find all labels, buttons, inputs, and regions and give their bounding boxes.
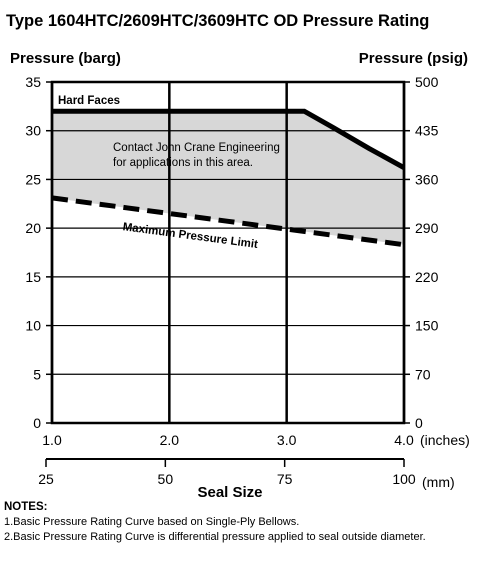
y-left-tick-label: 25: [25, 171, 41, 187]
max-pressure-limit-line: [51, 195, 405, 248]
y-left-tick-label: 0: [33, 415, 41, 431]
x-mm-tick-label: 50: [158, 471, 174, 487]
x-inch-tick-label: 3.0: [277, 432, 297, 448]
pressure-rating-chart: Type 1604HTC/2609HTC/3609HTC OD Pressure…: [6, 12, 470, 500]
y-left-tick-label: 15: [25, 269, 41, 285]
chart-title: Type 1604HTC/2609HTC/3609HTC OD Pressure…: [6, 12, 429, 30]
series-label-hard-faces: Hard Faces: [58, 95, 120, 107]
y-left-tick-label: 20: [25, 220, 41, 236]
y-right-tick-label: 150: [415, 318, 439, 334]
plot-border: [50, 80, 406, 425]
y-right-ticks: 0 70 150 220 290 360 435 500: [404, 74, 439, 431]
x-axis-label: Seal Size: [197, 484, 262, 500]
y-left-tick-label: 5: [33, 366, 41, 382]
note-2: 2.Basic Pressure Rating Curve is differe…: [4, 531, 426, 543]
shaded-region: [52, 111, 404, 245]
y-right-tick-label: 290: [415, 220, 439, 236]
y-left-ticks: 0 5 10 15 20 25 30 35: [25, 74, 52, 431]
y-right-tick-label: 360: [415, 171, 439, 187]
y-left-tick-label: 30: [25, 123, 41, 139]
x-top-ticks: 1.0 2.0 3.0 4.0: [42, 432, 414, 448]
x-mm-tick-label: 75: [277, 471, 293, 487]
y-axis-left-label: Pressure (barg): [10, 50, 121, 67]
note-1: 1.Basic Pressure Rating Curve based on S…: [4, 516, 300, 528]
y-axis-right-label: Pressure (psig): [359, 50, 468, 67]
annotation-line-2: for applications in this area.: [113, 157, 253, 169]
x-mm-tick-label: 25: [38, 471, 54, 487]
x-inch-tick-label: 1.0: [42, 432, 62, 448]
x-unit-inches: (inches): [420, 432, 470, 448]
x-bottom-ticks: 25 50 75 100: [38, 458, 416, 487]
notes-heading: NOTES:: [4, 501, 48, 513]
annotation-line-1: Contact John Crane Engineering: [113, 142, 280, 154]
y-left-tick-label: 10: [25, 318, 41, 334]
y-right-tick-label: 220: [415, 269, 439, 285]
y-right-tick-label: 500: [415, 74, 439, 90]
y-right-tick-label: 70: [415, 366, 431, 382]
y-left-tick-label: 35: [25, 74, 41, 90]
x-mm-tick-label: 100: [392, 471, 416, 487]
x-inch-tick-label: 2.0: [160, 432, 180, 448]
plot-area: [50, 80, 406, 425]
x-inch-tick-label: 4.0: [394, 432, 414, 448]
x-unit-mm: (mm): [422, 474, 455, 490]
notes: NOTES: 1.Basic Pressure Rating Curve bas…: [4, 500, 426, 545]
series-label-max-pressure-limit: Maximum Pressure Limit: [122, 221, 259, 251]
y-right-tick-label: 435: [415, 123, 439, 139]
y-right-tick-label: 0: [415, 415, 423, 431]
hard-faces-line: [52, 108, 406, 170]
